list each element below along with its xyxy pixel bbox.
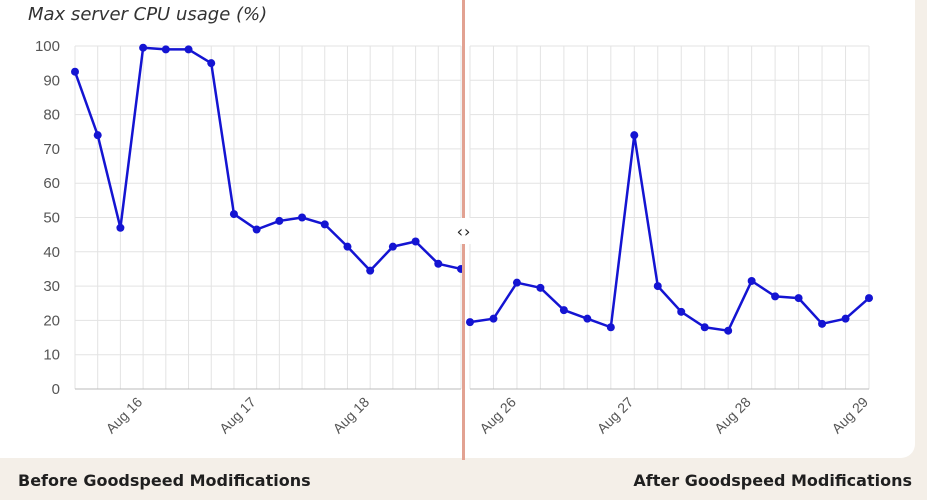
y-tick-label: 80 [43,107,60,124]
x-tick-label: Aug 17 [216,394,259,437]
data-point [747,276,756,285]
series-line-after [469,133,870,332]
data-point [71,67,79,76]
data-point [512,278,521,287]
data-point [466,318,474,327]
data-point [434,259,443,268]
data-point [184,45,193,54]
x-tick-label: Aug 26 [476,394,519,437]
x-tick-label: Aug 16 [103,394,146,437]
data-point [677,307,686,316]
after-caption: After Goodspeed Modifications [633,471,912,490]
data-point [841,314,850,323]
y-tick-label: 90 [43,72,60,89]
x-tick-label: Aug 28 [711,394,754,437]
y-tick-label: 40 [43,244,60,261]
x-tick-label: Aug 18 [330,394,373,437]
y-tick-label: 50 [43,210,60,227]
data-point [93,131,102,140]
x-tick-label: Aug 29 [828,394,871,437]
data-point [116,223,125,232]
data-point [366,266,375,275]
y-tick-label: 100 [35,38,60,55]
data-point [298,213,307,222]
data-point [794,294,803,303]
data-point [653,282,662,291]
series-line-before [73,46,462,272]
data-point [606,323,615,332]
data-point [583,314,592,323]
data-point [536,283,545,292]
before-caption: Before Goodspeed Modifications [18,471,311,490]
y-tick-label: 30 [43,278,60,295]
cpu-usage-chart: 0 10 20 30 40 50 60 70 80 90 100 Aug 16 Aug 17 Aug 18… [35,38,873,437]
y-tick-label: 70 [43,141,60,158]
data-point [818,319,827,328]
y-tick-label: 0 [52,381,60,398]
data-point [411,237,420,246]
data-point [388,242,397,251]
data-point [229,210,238,219]
data-point [139,43,148,52]
data-point [320,220,329,229]
data-point [343,242,352,251]
y-tick-label: 20 [43,312,60,329]
chart-title: Max server CPU usage (%) [28,4,268,25]
data-point [275,216,284,225]
y-tick-label: 10 [43,347,60,364]
data-point [207,59,216,68]
data-point [489,314,498,323]
data-point [161,45,170,54]
x-tick-label: Aug 27 [594,394,637,437]
data-point [252,225,261,234]
data-point [559,306,568,315]
data-point [724,326,733,335]
data-point [865,294,873,303]
y-tick-label: 60 [43,175,60,192]
data-point [700,323,709,332]
slider-handle-icon[interactable]: ‹› [449,218,479,244]
data-point [771,292,780,301]
data-point [630,131,639,140]
